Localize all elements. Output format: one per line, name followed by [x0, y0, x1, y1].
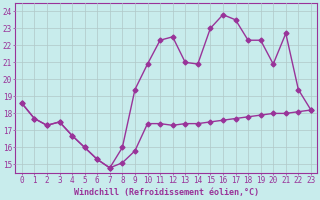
X-axis label: Windchill (Refroidissement éolien,°C): Windchill (Refroidissement éolien,°C) [74, 188, 259, 197]
